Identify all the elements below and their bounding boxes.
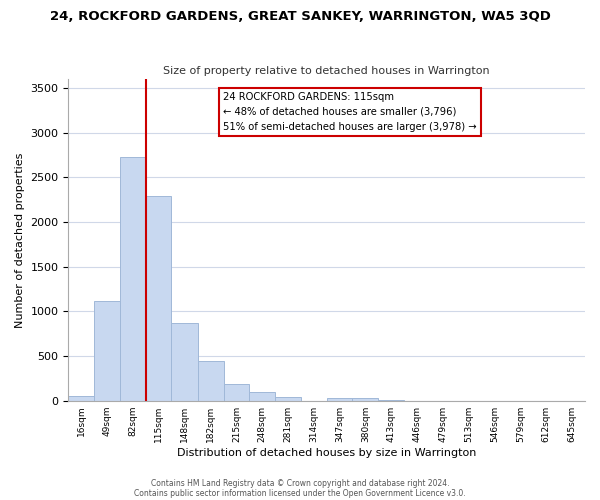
Bar [327,398,352,400]
Text: 24, ROCKFORD GARDENS, GREAT SANKEY, WARRINGTON, WA5 3QD: 24, ROCKFORD GARDENS, GREAT SANKEY, WARR… [50,10,550,23]
Bar [68,396,94,400]
Text: 24 ROCKFORD GARDENS: 115sqm
← 48% of detached houses are smaller (3,796)
51% of : 24 ROCKFORD GARDENS: 115sqm ← 48% of det… [223,92,477,132]
Y-axis label: Number of detached properties: Number of detached properties [15,152,25,328]
X-axis label: Distribution of detached houses by size in Warrington: Distribution of detached houses by size … [177,448,476,458]
Bar [172,322,198,400]
Title: Size of property relative to detached houses in Warrington: Size of property relative to detached ho… [163,66,490,76]
Bar [146,196,172,400]
Text: Contains HM Land Registry data © Crown copyright and database right 2024.: Contains HM Land Registry data © Crown c… [151,478,449,488]
Bar [352,398,378,400]
Bar [275,397,301,400]
Text: Contains public sector information licensed under the Open Government Licence v3: Contains public sector information licen… [134,488,466,498]
Bar [94,300,120,400]
Bar [250,392,275,400]
Bar [224,384,250,400]
Bar [198,362,224,401]
Bar [120,157,146,400]
